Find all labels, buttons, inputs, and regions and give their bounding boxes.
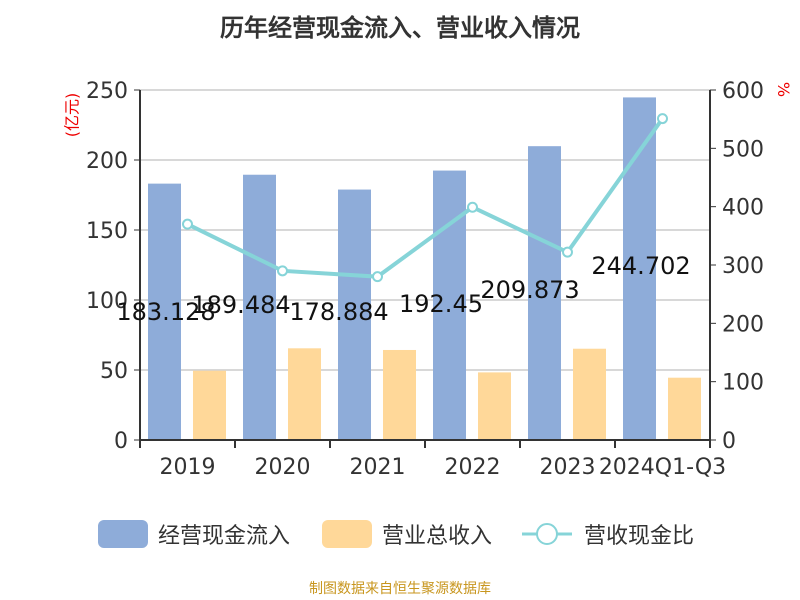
bar-revenue bbox=[478, 372, 511, 440]
left-tick-label: 150 bbox=[86, 219, 128, 244]
right-tick-label: 300 bbox=[722, 254, 764, 279]
right-tick-label: 500 bbox=[722, 137, 764, 162]
left-tick-label: 50 bbox=[100, 359, 128, 384]
x-tick-label: 2024Q1-Q3 bbox=[599, 455, 726, 480]
chart-title: 历年经营现金流入、营业收入情况 bbox=[220, 14, 580, 42]
legend-swatch-revenue bbox=[322, 520, 372, 548]
right-tick-label: 100 bbox=[722, 371, 764, 396]
legend-label: 营收现金比 bbox=[584, 524, 694, 549]
bar-revenue bbox=[573, 348, 606, 440]
left-tick-label: 100 bbox=[86, 289, 128, 314]
right-tick-label: 0 bbox=[722, 429, 736, 454]
source-note: 制图数据来自恒生聚源数据库 bbox=[309, 581, 491, 597]
data-label: 189.484 bbox=[191, 291, 290, 319]
bar-revenue bbox=[288, 348, 321, 440]
x-tick-label: 2019 bbox=[160, 455, 216, 480]
ratio-point bbox=[277, 265, 288, 277]
ratio-point bbox=[562, 246, 573, 258]
left-axis-label: (亿元) bbox=[62, 92, 82, 138]
ratio-point bbox=[182, 218, 193, 230]
left-tick-label: 200 bbox=[86, 149, 128, 174]
data-label: 209.873 bbox=[480, 276, 579, 304]
right-tick-label: 400 bbox=[722, 196, 764, 221]
legend-swatch-ratio-marker bbox=[536, 523, 558, 545]
legend-label: 经营现金流入 bbox=[158, 524, 290, 549]
right-tick-label: 200 bbox=[722, 312, 764, 337]
data-label: 192.45 bbox=[399, 290, 483, 318]
x-tick-label: 2022 bbox=[445, 455, 501, 480]
right-tick-label: 600 bbox=[722, 79, 764, 104]
right-axis-label: % bbox=[774, 81, 794, 98]
bar-cash-inflow bbox=[243, 174, 276, 440]
legend-label: 营业总收入 bbox=[382, 524, 492, 549]
x-tick-label: 2021 bbox=[350, 455, 406, 480]
bar-cash-inflow bbox=[623, 97, 656, 440]
bar-revenue bbox=[193, 370, 226, 440]
ratio-point bbox=[467, 201, 478, 213]
bar-cash-inflow bbox=[148, 183, 181, 441]
bar-cash-inflow bbox=[338, 189, 371, 440]
left-tick-label: 0 bbox=[114, 429, 128, 454]
left-tick-label: 250 bbox=[86, 79, 128, 104]
ratio-point bbox=[372, 271, 383, 283]
data-label: 178.884 bbox=[289, 298, 388, 326]
bar-cash-inflow bbox=[528, 146, 561, 440]
ratio-point bbox=[657, 113, 668, 125]
legend-swatch-cash-inflow bbox=[98, 520, 148, 548]
data-label: 183.128 bbox=[116, 298, 215, 326]
data-label: 244.702 bbox=[591, 252, 690, 280]
bar-revenue bbox=[383, 349, 416, 440]
ratio-line bbox=[186, 117, 665, 279]
x-tick-label: 2023 bbox=[540, 455, 596, 480]
bar-revenue bbox=[668, 377, 701, 440]
x-tick-label: 2020 bbox=[255, 455, 311, 480]
